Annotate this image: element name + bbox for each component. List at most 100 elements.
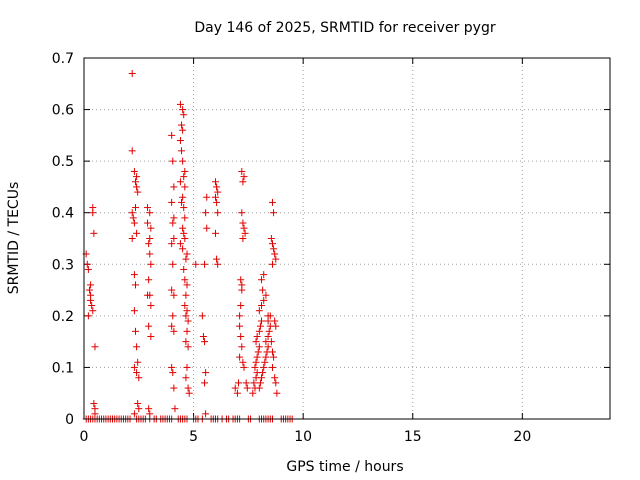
data-point [265,327,273,335]
data-point [130,363,138,371]
data-point [89,307,97,315]
data-point [169,219,177,227]
data-point [260,363,268,371]
data-point [178,198,186,206]
data-point [272,255,280,263]
data-point [255,327,263,335]
data-point [212,193,219,201]
data-point [203,224,211,232]
data-point [90,400,98,408]
data-point [249,389,257,397]
plot-frame [83,57,611,420]
data-point [237,302,245,310]
data-point [271,317,279,325]
x-tick-label: 0 [80,429,89,445]
data-point [259,369,267,377]
data-point [239,178,247,186]
data-point [259,286,267,294]
data-point [198,312,206,320]
data-point [144,219,152,227]
data-point [255,384,263,392]
data-point [176,240,184,248]
data-point [176,178,184,186]
data-points [82,69,296,423]
y-tick-labels: 0 0.1 0.2 0.3 0.4 0.5 0.6 0.7 [52,51,74,428]
data-point [182,312,190,320]
data-point [179,126,187,134]
data-point [262,353,270,361]
data-point [240,173,248,181]
data-point [83,260,91,268]
data-point [238,343,246,351]
data-point [183,327,191,335]
data-point [145,240,153,248]
data-point [270,209,278,217]
data-point [213,198,221,206]
y-tick-label: 0.4 [52,206,74,222]
x-axis-label: GPS time / hours [286,459,403,475]
data-point [129,214,137,222]
data-point [85,286,93,294]
y-tick-label: 0.7 [52,51,74,67]
data-point [260,296,268,304]
data-point [130,167,138,175]
data-point [91,343,99,351]
data-point [87,281,95,289]
data-point [171,405,179,413]
data-point [264,312,272,320]
data-point [239,358,247,366]
data-point [256,379,264,387]
data-point [168,286,176,294]
data-point [201,338,209,346]
data-point [268,363,276,371]
data-point [184,343,192,351]
data-point [240,224,248,232]
data-point [252,338,260,346]
data-point [84,265,92,273]
chart-title: Day 146 of 2025, SRMTID for receiver pyg… [194,20,495,36]
data-point [241,229,249,237]
data-point [231,384,239,392]
data-point [202,410,210,418]
data-point [203,193,211,201]
data-point [180,265,188,273]
data-point [128,235,136,242]
data-point [213,183,221,191]
data-point [134,400,142,408]
data-point [179,245,187,253]
data-point [181,302,189,310]
data-point [239,219,247,227]
data-point [182,374,190,382]
data-point [180,204,188,212]
data-point [252,358,260,366]
data-point [89,209,97,217]
data-point [202,369,210,377]
data-point [242,379,250,387]
data-point [270,353,278,361]
x-tick-label: 20 [513,429,531,445]
data-point [255,343,263,351]
data-point [133,229,141,237]
data-point [168,198,176,206]
data-point [132,327,140,335]
data-point [145,276,153,284]
data-point [145,322,153,330]
ticks [83,57,610,420]
data-point [170,291,178,299]
y-tick-label: 0.6 [52,103,74,119]
x-tick-label: 10 [294,429,312,445]
data-point [273,389,281,397]
data-point [237,332,245,340]
data-point [214,209,222,217]
data-point [146,250,154,258]
data-point [183,363,191,371]
data-point [271,374,279,382]
data-point [272,379,280,387]
data-point [87,296,95,304]
data-point [214,260,222,268]
data-point [84,312,92,320]
data-point [146,235,154,242]
data-point [132,281,140,289]
data-point [130,219,138,227]
